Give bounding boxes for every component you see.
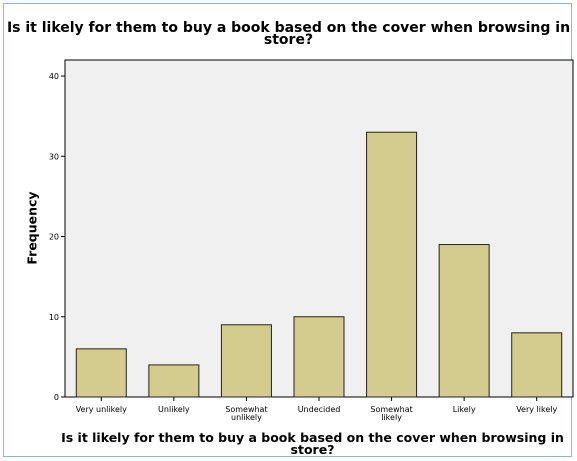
y-tick-label: 10 <box>49 313 59 322</box>
chart-title: Is it likely for them to buy a book base… <box>6 20 571 48</box>
y-tick-label: 30 <box>49 152 59 161</box>
bar-undecided <box>293 316 345 398</box>
x-tick-label: Somewhat unlikely <box>225 405 267 422</box>
y-tick-label: 40 <box>49 72 59 81</box>
x-tick-label: Somewhat likely <box>370 405 412 422</box>
bar-somewhat-unlikely <box>220 324 272 398</box>
y-axis-title: Frequency <box>24 191 40 265</box>
y-tick-label: 20 <box>49 233 59 242</box>
x-tick-label: Undecided <box>298 405 341 414</box>
bar-unlikely <box>148 364 200 398</box>
bar-very-likely <box>511 332 563 398</box>
bar-very-unlikely <box>75 348 127 398</box>
x-tick-label: Very likely <box>516 405 557 414</box>
bar-somewhat-likely <box>366 131 418 398</box>
x-axis-title: Is it likely for them to buy a book base… <box>61 430 564 457</box>
x-tick-label: Very unlikely <box>76 405 127 414</box>
bar-likely <box>438 244 490 398</box>
x-tick-label: Unlikely <box>158 405 190 414</box>
x-tick-label: Likely <box>453 405 476 414</box>
y-tick-label: 0 <box>54 393 59 402</box>
